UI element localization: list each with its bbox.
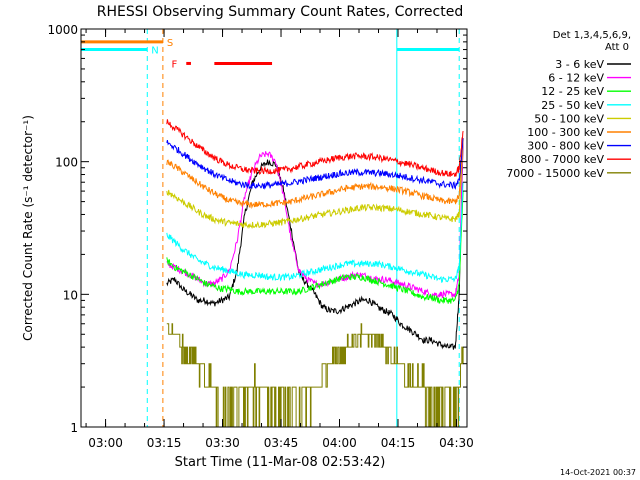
legend-header-detectors: Det 1,3,4,5,6,9,	[553, 30, 631, 41]
series-line-12-25-kev	[166, 191, 464, 305]
y-axis-label: Corrected Count Rate (s⁻¹ detector⁻¹)	[21, 115, 35, 341]
y-tick-label-2: 100	[55, 156, 78, 170]
y-tick-label-0: 1	[70, 421, 78, 435]
legend-label-300-800-kev: 300 - 800 keV	[527, 140, 604, 153]
plot-frame	[80, 28, 468, 428]
series-line-50-100-kev	[166, 138, 464, 230]
series-line-7000-15000-kev	[166, 323, 464, 427]
y-tick-label-1: 10	[63, 288, 78, 302]
legend-label-6-12-kev: 6 - 12 keV	[548, 72, 604, 85]
legend-label-100-300-kev: 100 - 300 keV	[527, 126, 604, 139]
x-tick-label-5: 04:15	[381, 436, 416, 450]
flag-label-s: S	[167, 38, 173, 49]
x-tick-label-2: 03:30	[205, 436, 240, 450]
legend-label-7000-15000-kev: 7000 - 15000 keV	[506, 167, 604, 180]
x-tick-label-1: 03:15	[147, 436, 182, 450]
series-line-800-7000-kev	[166, 119, 464, 178]
series-line-25-50-kev	[166, 182, 464, 284]
axes: 03:00 03:15 03:30 03:45 04:00 04:15 04:30 1 10 10…	[47, 23, 473, 450]
legend-label-3-6-kev: 3 - 6 keV	[555, 58, 604, 71]
timestamp-label: 14-Oct-2021 00:37	[560, 468, 636, 477]
legend-label-12-25-kev: 12 - 25 keV	[541, 85, 604, 98]
legend-label-25-50-kev: 25 - 50 keV	[541, 99, 604, 112]
legend-label-800-7000-kev: 800 - 7000 keV	[520, 153, 604, 166]
series-line-3-6-kev	[166, 138, 464, 350]
x-tick-label-3: 03:45	[264, 436, 299, 450]
series-line-300-800-kev	[166, 138, 464, 190]
series-line-100-300-kev	[166, 138, 464, 210]
chart-title: RHESSI Observing Summary Count Rates, Co…	[97, 4, 463, 20]
legend-header-attenuator: Att 0	[605, 42, 629, 53]
x-tick-label-0: 03:00	[88, 436, 123, 450]
flag-bars: SN F	[81, 38, 460, 70]
y-tick-label-3: 1000	[47, 23, 78, 37]
series-line-6-12-kev	[166, 138, 464, 299]
x-tick-label-6: 04:30	[439, 436, 474, 450]
flag-label-f: F	[172, 59, 178, 70]
flag-label-n: N	[151, 46, 158, 57]
legend-label-50-100-kev: 50 - 100 keV	[534, 112, 604, 125]
x-axis-label: Start Time (11-Mar-08 02:53:42)	[175, 455, 386, 470]
x-tick-label-4: 04:00	[322, 436, 357, 450]
series-lines	[166, 119, 464, 427]
